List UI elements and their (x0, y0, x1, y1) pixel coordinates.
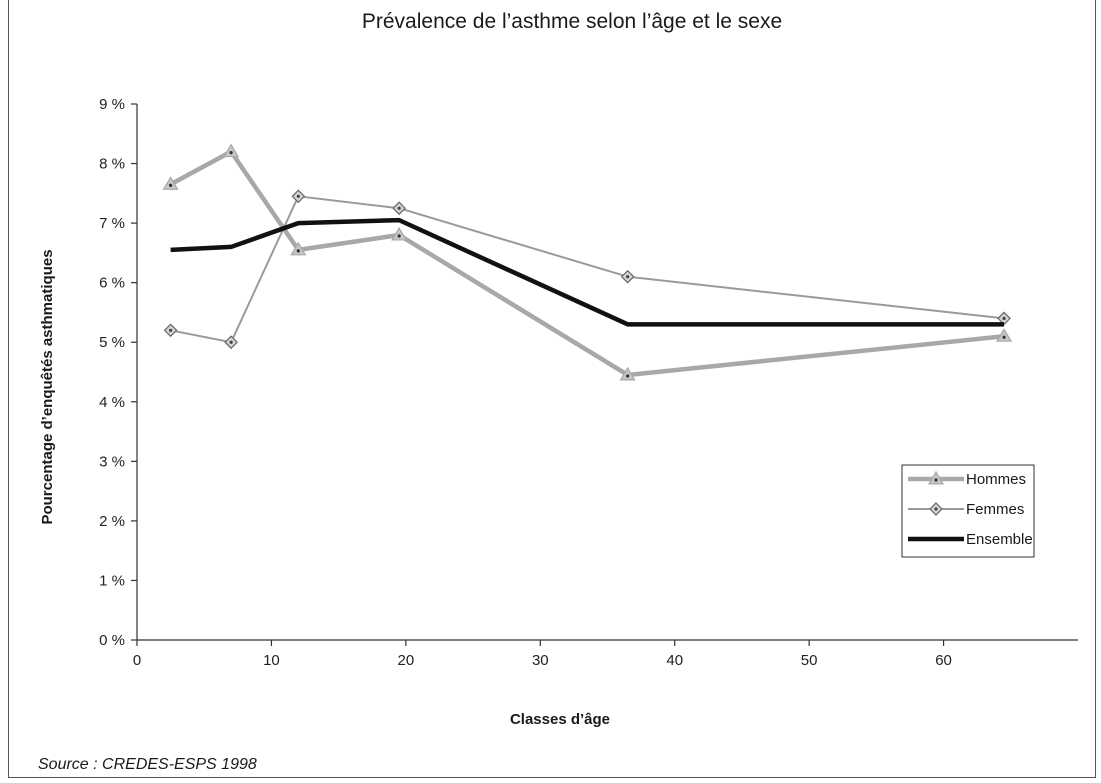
legend-marker-hommes-dot (934, 478, 938, 482)
data-point-femmes-dot (229, 340, 233, 344)
chart-title: Prévalence de l’asthme selon l’âge et le… (362, 10, 782, 33)
data-point-femmes-dot (296, 194, 300, 198)
data-point-hommes (290, 241, 307, 256)
data-point-hommes-dot (1002, 335, 1006, 339)
data-point-femmes-dot (169, 328, 173, 332)
series-femmes (163, 189, 1011, 350)
x-tick-label: 40 (666, 652, 683, 669)
legend-label-hommes: Hommes (966, 471, 1026, 488)
legend: Hommes Femmes Ensemble (901, 464, 1035, 558)
source-note: Source : CREDES-ESPS 1998 (38, 756, 257, 773)
series-ensemble (170, 217, 1005, 327)
y-tick-label: 0 % (99, 632, 125, 649)
series-hommes (162, 143, 1013, 381)
data-point-femmes-dot (397, 206, 401, 210)
legend-marker-femmes-dot (934, 507, 938, 511)
data-point-hommes-dot (397, 234, 401, 238)
series-line-femmes (170, 195, 1005, 344)
y-tick-label: 1 % (99, 572, 125, 589)
axes: 0 % 1 % 2 % 3 % 4 % 5 % 6 % 7 % 8 % 9 % 0 10 20 30 40 5… (99, 96, 1078, 669)
series-line-hommes (169, 149, 1005, 378)
y-tick-label: 3 % (99, 453, 125, 470)
y-tick-label: 6 % (99, 275, 125, 292)
x-tick-label: 20 (398, 652, 415, 669)
x-tick-label: 10 (263, 652, 280, 669)
x-tick-label: 30 (532, 652, 549, 669)
x-axis-title: Classes d’âge (510, 711, 610, 728)
legend-marker-hommes (927, 470, 945, 485)
y-tick-label: 5 % (99, 334, 125, 351)
x-tick-label: 60 (935, 652, 952, 669)
y-tick-label: 8 % (99, 156, 125, 173)
y-tick-label: 9 % (99, 96, 125, 113)
data-point-hommes-dot (169, 183, 173, 187)
y-tick-label: 2 % (99, 513, 125, 530)
chart-frame (8, 0, 1096, 778)
data-point-hommes (162, 176, 179, 190)
y-axis-title: Pourcentage d’enquêtés asthmatiques (39, 249, 56, 524)
data-point-femmes-dot (626, 275, 630, 279)
x-tick-label: 50 (801, 652, 818, 669)
data-point-hommes-dot (626, 374, 630, 378)
data-point-hommes-dot (296, 249, 300, 253)
x-tick-label: 0 (133, 652, 141, 669)
y-tick-label: 7 % (99, 215, 125, 232)
series-layer (162, 143, 1013, 381)
data-point-hommes (391, 226, 408, 241)
y-tick-label: 4 % (99, 394, 125, 411)
data-point-femmes-dot (1002, 316, 1006, 320)
data-point-hommes-dot (229, 151, 233, 155)
legend-label-femmes: Femmes (966, 501, 1024, 518)
legend-label-ensemble: Ensemble (966, 531, 1033, 548)
data-point-hommes (619, 366, 636, 381)
series-line-ensemble (170, 217, 1005, 327)
data-point-hommes (223, 143, 240, 158)
data-point-hommes (996, 328, 1013, 342)
